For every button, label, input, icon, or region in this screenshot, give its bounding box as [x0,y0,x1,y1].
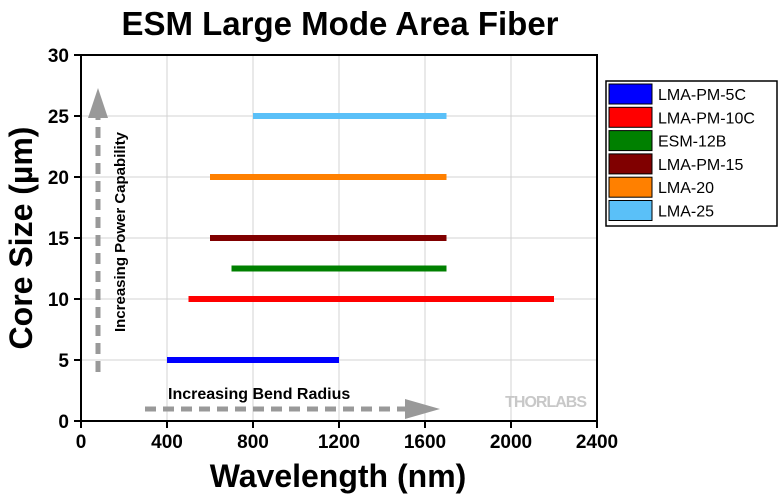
power-annotation: Increasing Power Capability [112,131,129,332]
bars [167,113,554,363]
y-tick-label: 20 [48,168,69,189]
legend-label: LMA-20 [658,180,714,197]
legend-swatch [608,176,653,198]
legend-swatch [608,83,653,105]
x-tick-label: 1200 [318,432,360,453]
legend-label: LMA-25 [658,204,714,221]
legend-label: LMA-PM-10C [658,110,755,127]
x-tick-label: 800 [237,432,269,453]
power-arrow [88,88,108,372]
legend-swatch [608,130,653,152]
y-tick-label: 10 [48,290,69,311]
legend-swatch [608,106,653,128]
y-tick-label: 30 [48,46,69,67]
x-axis-label: Wavelength (nm) [210,458,467,494]
legend-label: ESM-12B [658,134,726,151]
legend-swatch [608,153,653,175]
x-tick-label: 400 [151,432,183,453]
x-tick-label: 1600 [404,432,446,453]
watermark: THORLABS [505,394,587,411]
x-tick-label: 2400 [576,432,618,453]
y-tick-label: 0 [58,412,69,433]
x-tick-label: 2000 [490,432,532,453]
bend-annotation: Increasing Bend Radius [168,386,350,403]
legend-label: LMA-PM-15 [658,157,743,174]
y-tick-label: 15 [48,229,70,250]
chart-title: ESM Large Mode Area Fiber [121,5,558,42]
legend-label: LMA-PM-5C [658,87,746,104]
x-tick-label: 0 [76,432,87,453]
y-tick-label: 5 [58,351,69,372]
bend-arrow [145,399,440,419]
ticks: 0 400 800 1200 1600 2000 2400 0 5 10 15 20 25 30 [48,46,618,453]
y-tick-label: 25 [48,107,70,128]
legend: LMA-PM-5C LMA-PM-10C ESM-12B LMA-PM-15 LMA-2… [605,80,778,227]
y-axis-label: Core Size (µm) [3,127,39,350]
legend-swatch [608,200,653,221]
